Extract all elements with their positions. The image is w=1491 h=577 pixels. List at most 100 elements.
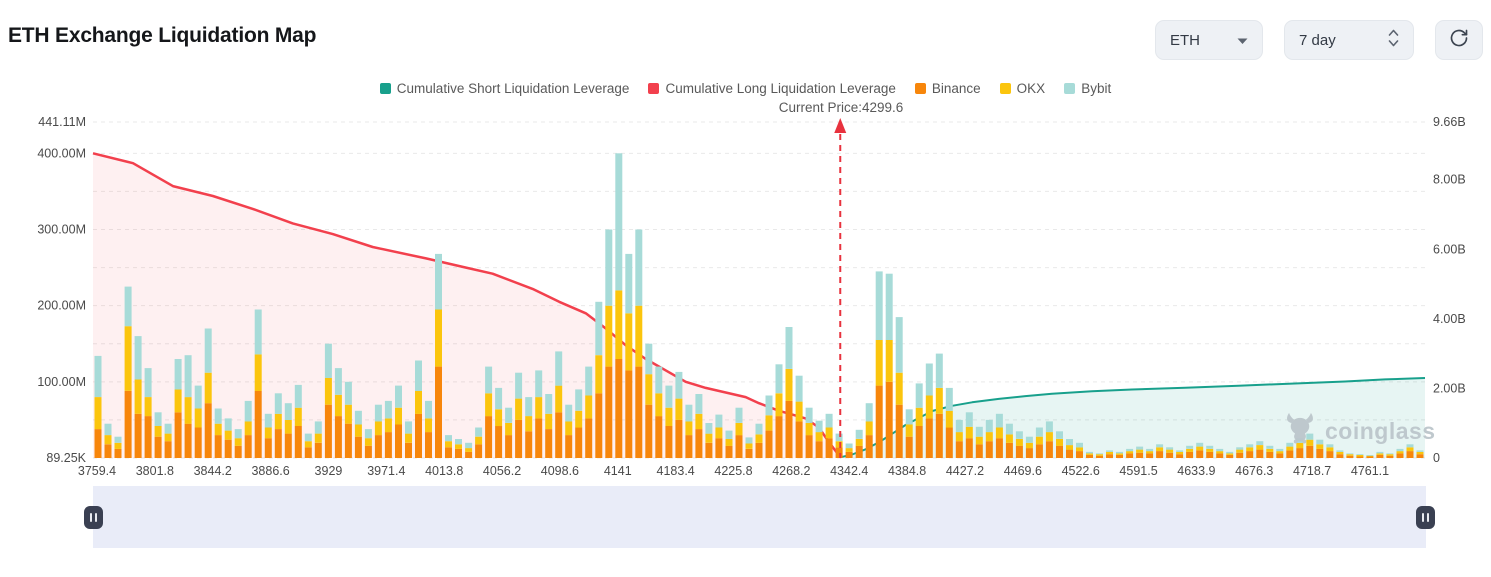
bar-segment-bybit	[1066, 439, 1073, 446]
x-axis-tick: 3759.4	[78, 464, 116, 478]
bar-segment-binance	[104, 444, 112, 458]
bar-segment-binance	[1106, 454, 1113, 458]
bar-segment-binance	[845, 451, 853, 458]
bar-segment-binance	[1015, 445, 1023, 458]
bar-segment-bybit	[555, 351, 563, 386]
bar-segment-okx	[585, 395, 593, 419]
bar-segment-binance	[1356, 456, 1364, 458]
bar-segment-okx	[515, 398, 523, 420]
bar-segment-binance	[415, 413, 422, 458]
bar-segment-binance	[374, 435, 382, 458]
bar-segment-okx	[485, 393, 493, 417]
bar-segment-binance	[384, 432, 392, 458]
bar-segment-okx	[1035, 436, 1043, 445]
bar-segment-okx	[815, 432, 823, 442]
bar-segment-binance	[955, 441, 963, 458]
bar-segment-binance	[875, 385, 883, 458]
bar-segment-binance	[154, 436, 162, 458]
bar-segment-bybit	[545, 394, 553, 414]
bar-segment-binance	[1116, 455, 1123, 458]
bar-segment-binance	[1296, 448, 1304, 458]
bar-segment-bybit	[645, 343, 653, 375]
range-slider-right-handle[interactable]	[1416, 506, 1435, 529]
legend-item-okx[interactable]: OKX	[999, 81, 1045, 96]
x-axis-tick: 3801.8	[136, 464, 174, 478]
liquidation-chart[interactable]: 441.11M 400.00M 300.00M 200.00M 100.00M 89.25…	[0, 0, 1491, 482]
bar-segment-okx	[745, 443, 753, 449]
bar-segment-binance	[905, 436, 913, 458]
bar-segment-bybit	[204, 328, 212, 373]
bar-segment-binance	[825, 438, 833, 458]
bar-segment-binance	[805, 435, 813, 458]
bar-segment-binance	[144, 416, 152, 458]
legend-item-cumulative-long[interactable]: Cumulative Long Liquidation Leverage	[648, 81, 896, 96]
range-slider-track[interactable]	[93, 486, 1426, 548]
right-axis-tick: 0	[1433, 451, 1440, 465]
bar-segment-binance	[965, 438, 973, 458]
bar-segment-bybit	[1086, 451, 1093, 454]
bar-segment-okx	[455, 444, 462, 449]
bar-segment-bybit	[1326, 444, 1334, 448]
bar-segment-binance	[364, 445, 372, 458]
bar-segment-binance	[114, 448, 122, 458]
bar-segment-okx	[1136, 449, 1144, 453]
bar-segment-bybit	[1206, 445, 1214, 449]
x-axis-tick: 4633.9	[1177, 464, 1215, 478]
bar-segment-binance	[455, 448, 462, 458]
bar-segment-binance	[214, 435, 222, 458]
bar-segment-okx	[465, 448, 473, 452]
x-axis-tick: 4384.8	[888, 464, 926, 478]
bar-segment-okx	[1056, 439, 1063, 446]
refresh-button[interactable]	[1435, 20, 1483, 60]
bar-segment-bybit	[324, 343, 332, 378]
bar-segment-binance	[685, 435, 693, 458]
range-slider-left-handle[interactable]	[84, 506, 103, 529]
bar-segment-binance	[224, 439, 232, 458]
left-axis-tick: 441.11M	[38, 115, 86, 129]
coin-select[interactable]: ETH	[1155, 20, 1263, 60]
bar-segment-binance	[324, 404, 332, 458]
legend-item-cumulative-short[interactable]: Cumulative Short Liquidation Leverage	[379, 81, 629, 96]
legend-item-bybit[interactable]: Bybit	[1064, 81, 1111, 96]
bar-segment-bybit	[1236, 447, 1244, 450]
bar-segment-binance	[1216, 453, 1224, 458]
bar-segment-okx	[1106, 451, 1113, 455]
bar-segment-binance	[1146, 453, 1154, 458]
bar-segment-bybit	[1116, 451, 1123, 454]
bar-segment-okx	[715, 427, 723, 439]
bar-segment-binance	[485, 416, 493, 458]
bar-segment-okx	[254, 354, 262, 391]
legend-item-binance[interactable]: Binance	[914, 81, 981, 96]
bar-segment-binance	[895, 404, 903, 458]
bar-segment-okx	[1376, 453, 1384, 455]
bar-segment-bybit	[675, 371, 683, 399]
bar-segment-bybit	[565, 404, 573, 422]
period-select[interactable]: 7 day	[1284, 20, 1414, 60]
bar-segment-binance	[1366, 456, 1374, 458]
bar-segment-okx	[1396, 451, 1404, 454]
bar-segment-binance	[184, 423, 192, 458]
left-axis-tick: 300.00M	[37, 222, 86, 236]
bar-segment-bybit	[104, 423, 112, 436]
bar-segment-okx	[615, 290, 623, 359]
bar-segment-okx	[605, 305, 613, 367]
exchange-bars[interactable]	[94, 153, 1424, 458]
bar-segment-binance	[755, 442, 763, 458]
bar-segment-bybit	[895, 317, 903, 373]
x-axis-tick: 4342.4	[830, 464, 868, 478]
bar-segment-binance	[1176, 454, 1184, 458]
bar-segment-bybit	[805, 407, 813, 423]
bar-segment-bybit	[865, 403, 873, 422]
bar-segment-bybit	[745, 437, 753, 444]
bar-segment-binance	[1256, 449, 1264, 458]
bar-segment-okx	[1086, 453, 1093, 455]
bar-segment-bybit	[154, 412, 162, 426]
bar-segment-binance	[525, 431, 533, 458]
bar-segment-okx	[915, 407, 923, 426]
bar-segment-bybit	[765, 395, 773, 416]
bar-segment-binance	[1276, 453, 1284, 458]
bar-segment-okx	[164, 433, 172, 442]
bar-segment-binance	[545, 429, 553, 458]
bar-segment-binance	[124, 391, 132, 458]
bar-segment-bybit	[1005, 423, 1013, 435]
